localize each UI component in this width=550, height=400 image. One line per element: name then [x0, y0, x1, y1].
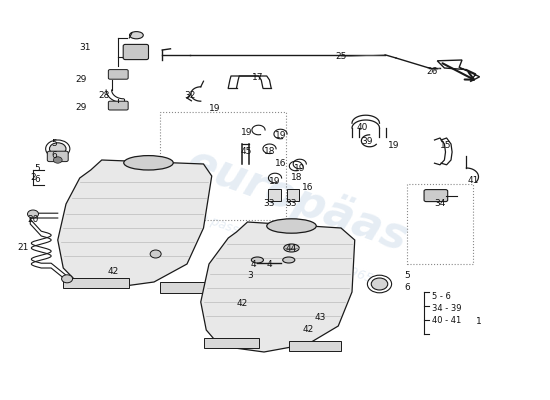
Bar: [407, 184, 473, 264]
Text: 20: 20: [28, 216, 38, 224]
Text: 16: 16: [275, 160, 286, 168]
Circle shape: [371, 278, 388, 290]
Text: 6: 6: [35, 176, 40, 184]
Text: 19: 19: [275, 132, 286, 140]
Ellipse shape: [129, 32, 143, 39]
Text: 25: 25: [336, 52, 346, 61]
Text: 39: 39: [362, 138, 373, 146]
Text: 6: 6: [404, 284, 410, 292]
Text: 28: 28: [99, 92, 110, 100]
Text: 29: 29: [76, 76, 87, 84]
Text: 18: 18: [264, 148, 275, 156]
Bar: [268, 189, 280, 201]
Text: 5 - 6: 5 - 6: [432, 292, 450, 301]
Bar: [160, 112, 286, 220]
Text: 44: 44: [286, 244, 297, 253]
Text: 40 - 41: 40 - 41: [432, 316, 461, 325]
Polygon shape: [289, 341, 341, 351]
Text: 19: 19: [388, 142, 399, 150]
Text: 17: 17: [252, 74, 263, 82]
Text: 5: 5: [51, 140, 57, 148]
Text: 19: 19: [209, 104, 220, 113]
Text: 19: 19: [294, 164, 305, 172]
Text: 34 - 39: 34 - 39: [432, 304, 461, 313]
Polygon shape: [63, 278, 129, 288]
Text: 18: 18: [292, 174, 302, 182]
Text: 32: 32: [184, 92, 195, 100]
Text: 4: 4: [267, 260, 272, 269]
Polygon shape: [58, 160, 212, 288]
Ellipse shape: [284, 244, 299, 252]
Text: 33: 33: [286, 200, 297, 208]
Text: 21: 21: [18, 244, 29, 252]
FancyBboxPatch shape: [123, 44, 148, 60]
Text: 40: 40: [356, 124, 367, 132]
Circle shape: [62, 275, 73, 283]
Text: 43: 43: [315, 314, 326, 322]
Text: 31: 31: [80, 44, 91, 52]
Text: 42: 42: [302, 326, 313, 334]
Text: 42: 42: [107, 268, 118, 276]
Text: 2: 2: [30, 174, 36, 182]
FancyBboxPatch shape: [108, 101, 128, 110]
Text: 33: 33: [264, 200, 275, 208]
Text: 34: 34: [434, 200, 446, 208]
Circle shape: [28, 210, 38, 218]
Ellipse shape: [251, 257, 263, 263]
Text: 3: 3: [248, 271, 253, 280]
Ellipse shape: [283, 257, 295, 263]
Polygon shape: [204, 338, 258, 348]
Text: 15: 15: [440, 142, 451, 150]
Circle shape: [50, 143, 66, 155]
FancyBboxPatch shape: [424, 190, 448, 202]
Text: a passion for cars since 1965: a passion for cars since 1965: [198, 211, 374, 285]
Polygon shape: [201, 222, 355, 352]
Text: 29: 29: [76, 104, 87, 112]
Text: 41: 41: [468, 176, 478, 185]
FancyBboxPatch shape: [47, 151, 68, 162]
Ellipse shape: [124, 156, 173, 170]
Text: europäas: europäas: [180, 140, 414, 260]
Bar: [287, 189, 299, 201]
Ellipse shape: [267, 219, 316, 233]
Text: 42: 42: [236, 300, 248, 308]
Text: 19: 19: [241, 128, 252, 137]
Circle shape: [53, 157, 62, 163]
Text: 5: 5: [404, 272, 410, 280]
Text: 45: 45: [241, 148, 252, 156]
Text: 5: 5: [35, 164, 40, 173]
FancyBboxPatch shape: [108, 70, 128, 79]
Text: 4: 4: [250, 260, 256, 269]
Text: 6: 6: [51, 152, 57, 160]
Text: 26: 26: [426, 68, 437, 76]
Text: 1: 1: [476, 318, 481, 326]
Text: 19: 19: [270, 178, 280, 186]
Text: 16: 16: [302, 184, 313, 192]
Circle shape: [150, 250, 161, 258]
Polygon shape: [160, 282, 209, 293]
